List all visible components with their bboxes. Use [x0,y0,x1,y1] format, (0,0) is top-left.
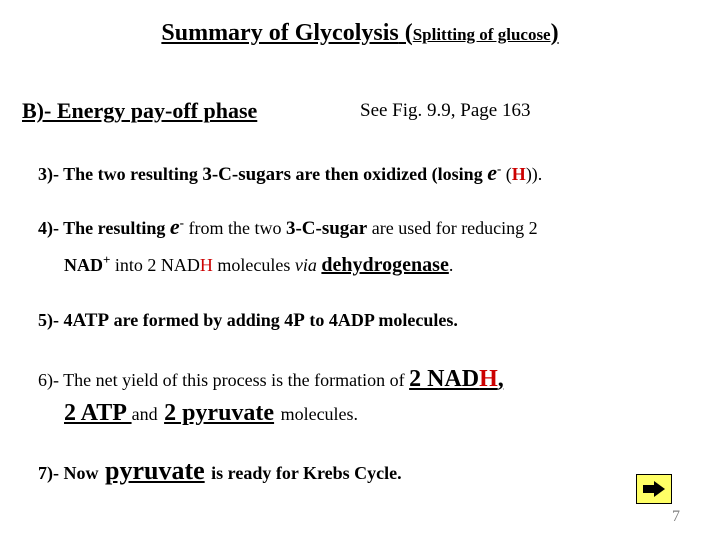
p4-text-d: from the two [184,218,286,238]
point-6: 6)- The net yield of this process is the… [38,366,504,393]
slide-container: Summary of Glycolysis (Splitting of gluc… [0,0,720,540]
p6b-2atp: 2 ATP [64,400,132,426]
point-4-line2: NAD+ into 2 NADH molecules via dehydroge… [64,252,453,277]
page-number: 7 [672,508,680,526]
p7-text-a: 7)- Now [38,463,103,483]
p7-pyruvate: pyruvate [103,456,207,486]
p5-text-g: molecules. [374,310,458,330]
point-3: 3)- The two resulting 3-C-sugars are the… [38,160,542,186]
p4-text-f: are used for reducing 2 [367,218,537,238]
p5-text-c: are formed by adding 4 [109,310,293,330]
slide-title: Summary of Glycolysis (Splitting of gluc… [0,20,720,47]
title-paren-open: ( [399,20,413,46]
p5-atp: ATP [73,310,110,331]
title-subtitle: Splitting of glucose [413,25,551,44]
p7-text-c: is ready for Krebs Cycle. [211,463,401,483]
section-heading: B)- Energy pay-off phase [22,98,257,124]
p6b-and: and [132,404,163,424]
p5-text-a: 5)- 4 [38,310,73,330]
point-4: 4)- The resulting e- from the two 3-C-su… [38,214,698,240]
see-figure-reference: See Fig. 9.9, Page 163 [360,100,530,122]
p3-text-f: (H)). [501,164,542,184]
p6b-molecules: molecules. [276,404,358,424]
title-main: Summary of Glycolysis [161,20,398,46]
p3-electron-e: e [487,160,497,185]
p4b-dehydrogenase: dehydrogenase [321,254,448,276]
p5-p: P [293,310,305,331]
p3-text-a: 3)- The two resulting [38,164,202,184]
arrow-right-icon [643,481,665,497]
p4-electron-e: e [170,214,180,239]
next-slide-button[interactable] [636,474,672,504]
p4b-nad: NAD [64,255,103,275]
p4b-text-c: into 2 NADH molecules [110,255,294,275]
p4b-via: via [295,255,317,275]
point-6-line2: 2 ATP and 2 pyruvate molecules. [64,400,358,427]
p3-3c-sugars: 3-C-sugars [202,164,291,185]
p6-text-a: 6)- The net yield of this process is the… [38,370,409,390]
p3-text-c: are then oxidized (losing [291,164,487,184]
point-7: 7)- Now pyruvate is ready for Krebs Cycl… [38,456,402,486]
p5-adp: ADP [338,310,374,330]
p4b-period: . [449,255,454,275]
p4-text-a: 4)- The resulting [38,218,170,238]
p6-2nadh: 2 NADH, [409,366,504,392]
title-paren-close: ) [551,20,559,46]
p6b-2pyruvate: 2 pyruvate [162,400,276,427]
p4-3c-sugar: 3-C-sugar [286,218,367,239]
p5-text-e: to 4 [305,310,338,330]
point-5: 5)- 4ATP are formed by adding 4P to 4ADP… [38,310,458,332]
